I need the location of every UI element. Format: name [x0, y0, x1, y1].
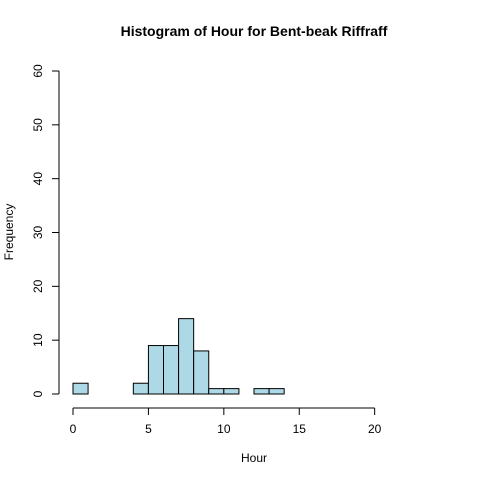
y-axis: 0 10 20 30 40 50 60 [31, 64, 60, 397]
histogram-bar-6-7 [163, 345, 180, 395]
histogram-bar-8-9 [193, 350, 210, 395]
histogram-bar-0-1 [72, 382, 89, 395]
y-tick-label-0: 0 [31, 390, 45, 397]
y-tick-label-20: 20 [31, 279, 45, 293]
histogram-bar-13-14 [268, 388, 285, 395]
y-tick-label-30: 30 [31, 226, 45, 240]
x-tick-label-20: 20 [368, 422, 382, 436]
histogram-bar-12-13 [253, 388, 270, 395]
x-tick-label-15: 15 [293, 422, 307, 436]
y-tick-label-40: 40 [31, 172, 45, 186]
histogram-bar-9-10 [208, 388, 225, 395]
histogram-bar-4-5 [132, 382, 149, 395]
bars-group [72, 318, 285, 395]
histogram-bar-7-8 [178, 318, 195, 395]
x-tick-label-10: 10 [217, 422, 231, 436]
x-axis: 0 5 10 15 20 [70, 407, 382, 436]
x-tick-label-5: 5 [145, 422, 152, 436]
y-tick-label-50: 50 [31, 118, 45, 132]
x-tick-label-0: 0 [70, 422, 77, 436]
y-tick-label-60: 60 [31, 64, 45, 78]
histogram-bar-10-11 [223, 388, 240, 395]
y-axis-label: Frequency [2, 204, 16, 261]
chart-title: Histogram of Hour for Bent-beak Riffraff [121, 23, 388, 39]
x-axis-label: Hour [241, 451, 267, 465]
histogram-bar-5-6 [147, 345, 165, 395]
y-tick-label-10: 10 [31, 333, 45, 347]
